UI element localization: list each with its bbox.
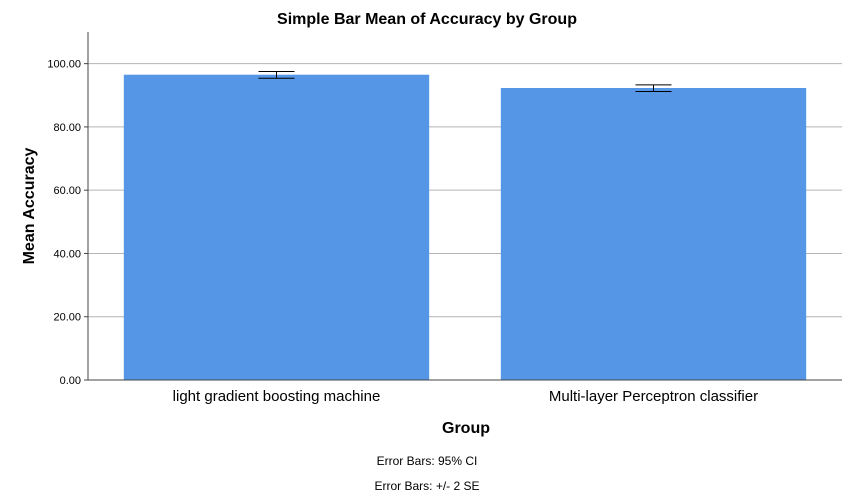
y-tick-label: 40.00	[53, 248, 81, 260]
y-tick-label: 80.00	[53, 122, 81, 134]
y-axis-title: Mean Accuracy	[21, 148, 38, 265]
x-category-label: light gradient boosting machine	[173, 388, 381, 405]
bars	[123, 74, 807, 380]
y-axis-ticks: 0.00 20.00 40.00 60.00 80.00 100.00	[47, 59, 88, 387]
error-bars-note-se: Error Bars: +/- 2 SE	[374, 479, 479, 493]
y-tick-label: 100.00	[47, 59, 81, 71]
y-tick-label: 0.00	[60, 375, 81, 387]
bar	[123, 74, 430, 380]
x-axis-title: Group	[442, 420, 490, 437]
x-category-label: Multi-layer Perceptron classifier	[549, 388, 758, 405]
chart-title: Simple Bar Mean of Accuracy by Group	[277, 11, 577, 28]
bar	[500, 87, 807, 380]
y-tick-label: 60.00	[53, 185, 81, 197]
x-axis-categories: light gradient boosting machine Multi-lay…	[173, 388, 758, 405]
error-bars	[258, 71, 672, 92]
error-bars-note-ci: Error Bars: 95% CI	[377, 454, 478, 468]
y-tick-label: 20.00	[53, 312, 81, 324]
